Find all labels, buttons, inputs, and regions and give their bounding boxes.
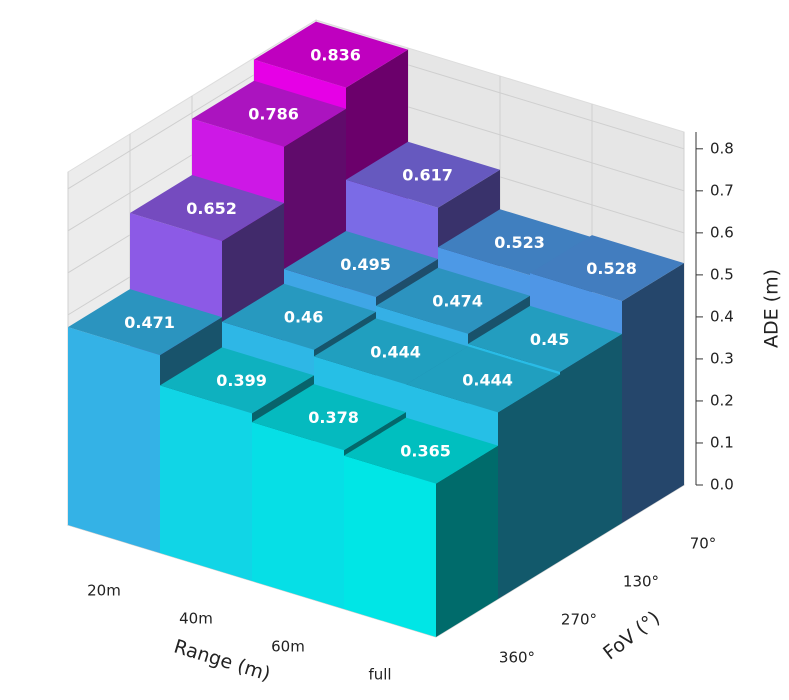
bar-top xyxy=(68,289,222,356)
bar-front xyxy=(68,327,160,553)
bar-top xyxy=(406,346,560,413)
z-tick-label: 0.7 xyxy=(710,181,734,199)
bar-top xyxy=(252,384,406,451)
bar-side xyxy=(498,374,560,599)
x-tick-label: 60m xyxy=(271,638,305,656)
value-label: 0.444 xyxy=(462,370,513,389)
bar-top xyxy=(192,80,346,147)
bar-top xyxy=(530,235,684,302)
z-tick-label: 0.4 xyxy=(710,307,734,325)
bar-front xyxy=(344,455,436,637)
x-axis-label: Range (m) xyxy=(171,635,273,685)
value-label: 0.471 xyxy=(124,313,175,332)
value-label: 0.652 xyxy=(186,199,237,218)
bar-top xyxy=(314,318,468,385)
value-label: 0.46 xyxy=(284,308,323,327)
bar-top xyxy=(222,283,376,350)
z-tick-label: 0.5 xyxy=(710,265,734,283)
bar-side xyxy=(436,445,498,637)
x-tick-label: 20m xyxy=(87,582,121,600)
bar-top xyxy=(346,141,500,208)
x-tick-label: full xyxy=(368,666,391,684)
x-tick-label: 40m xyxy=(179,610,213,628)
value-label: 0.378 xyxy=(308,408,359,427)
bar-top xyxy=(468,305,622,372)
bar-top xyxy=(376,267,530,334)
value-label: 0.399 xyxy=(216,371,267,390)
y-axis-label: FoV (°) xyxy=(599,607,664,665)
z-tick-label: 0.6 xyxy=(710,223,734,241)
y-tick-label: 70° xyxy=(690,535,717,553)
z-tick-label: 0.8 xyxy=(710,139,734,157)
z-tick-label: 0.0 xyxy=(710,476,734,494)
value-label: 0.444 xyxy=(370,342,421,361)
bar-top xyxy=(130,175,284,242)
value-label: 0.523 xyxy=(494,233,545,252)
bar-side xyxy=(622,263,684,523)
bar-top xyxy=(284,230,438,297)
bar: 0.365 xyxy=(344,417,498,637)
z-tick-label: 0.3 xyxy=(710,349,734,367)
y-tick-label: 130° xyxy=(623,573,659,591)
bar-top xyxy=(254,21,408,88)
value-label: 0.836 xyxy=(310,46,361,65)
z-tick-label: 0.2 xyxy=(710,391,734,409)
bar-top xyxy=(344,417,498,484)
value-label: 0.474 xyxy=(432,292,483,311)
bar-top xyxy=(160,347,314,414)
value-label: 0.617 xyxy=(402,166,453,185)
value-label: 0.365 xyxy=(400,442,451,461)
z-tick-label: 0.1 xyxy=(710,433,734,451)
z-axis-label: ADE (m) xyxy=(761,269,783,348)
value-label: 0.786 xyxy=(248,105,299,124)
y-tick-label: 360° xyxy=(499,649,535,667)
value-label: 0.528 xyxy=(586,259,637,278)
bar-front xyxy=(160,385,252,581)
bar-front xyxy=(252,422,344,609)
y-tick-label: 270° xyxy=(561,611,597,629)
bar-side xyxy=(560,333,622,561)
value-label: 0.495 xyxy=(340,255,391,274)
value-label: 0.45 xyxy=(530,330,569,349)
